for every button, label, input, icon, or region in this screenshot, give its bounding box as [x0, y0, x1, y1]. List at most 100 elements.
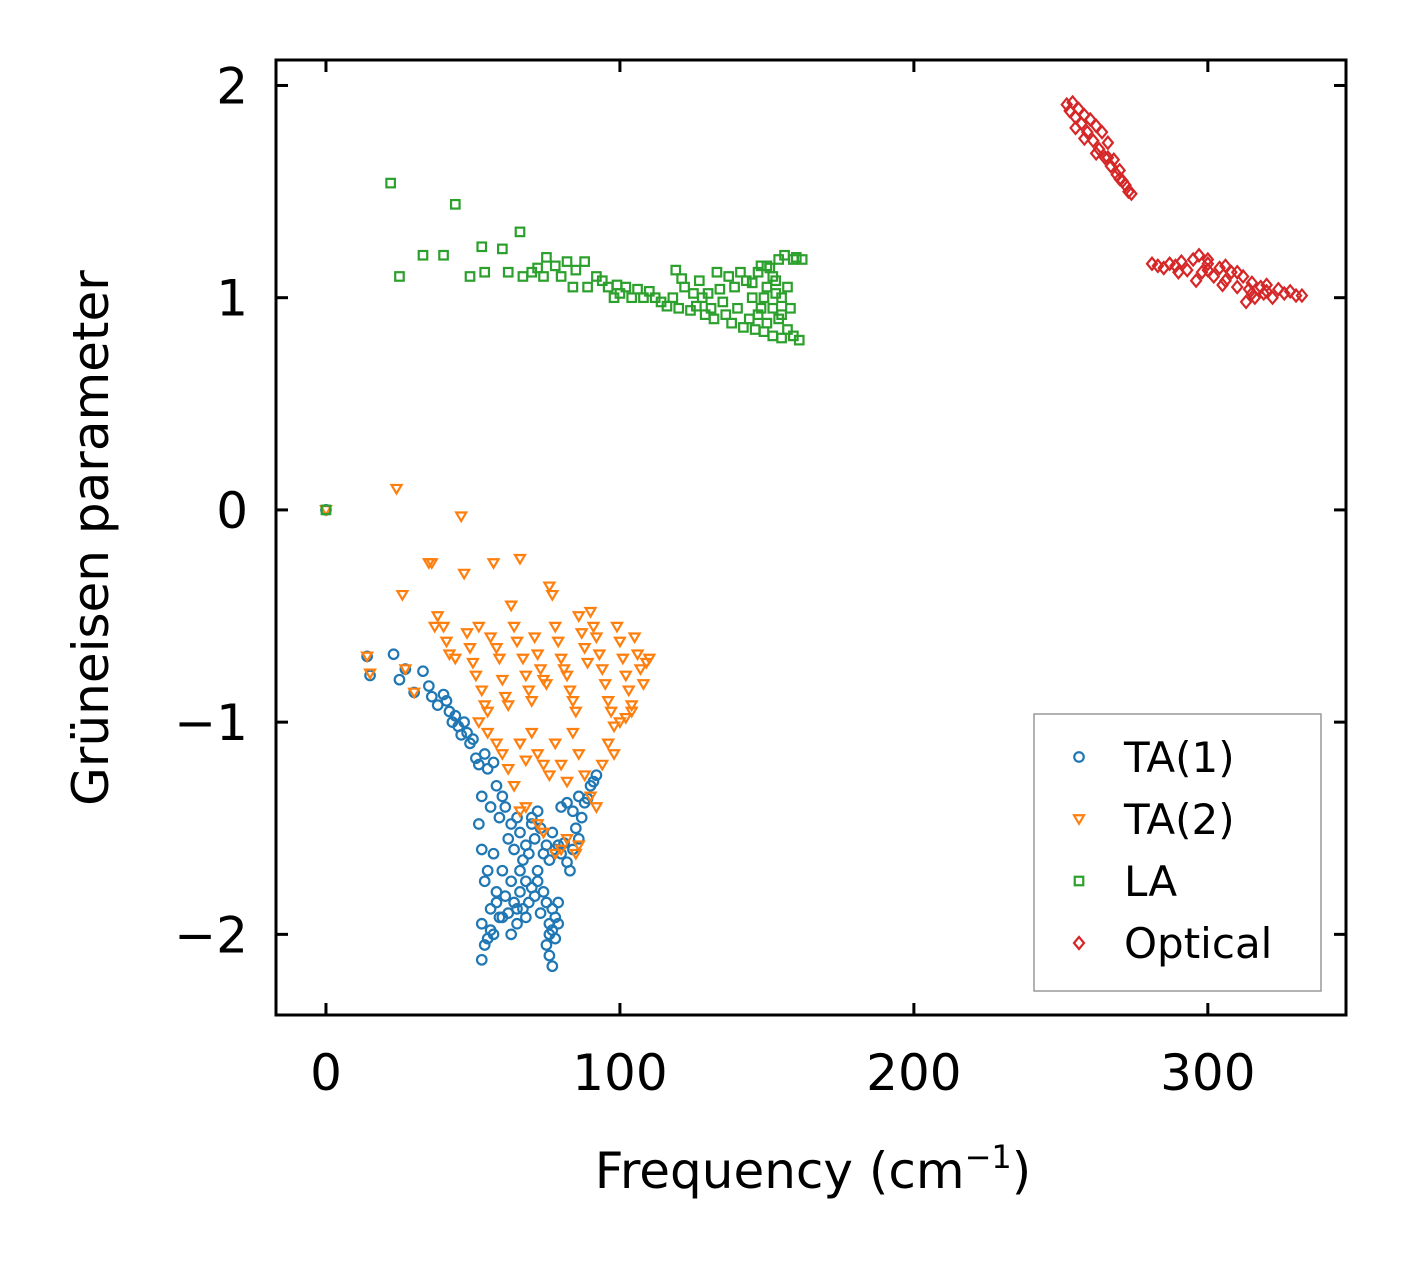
data-point — [513, 553, 527, 566]
data-point — [514, 886, 526, 898]
data-point — [515, 653, 530, 666]
data-point — [560, 834, 574, 846]
data-point — [518, 755, 533, 768]
data-point — [693, 275, 705, 287]
data-point — [476, 241, 488, 253]
data-point — [627, 632, 642, 645]
data-point — [536, 827, 551, 840]
data-point — [580, 657, 595, 670]
data-point — [417, 665, 429, 678]
data-point — [475, 917, 488, 930]
data-point — [439, 636, 454, 649]
y-axis-label: Grüneisen parameter — [62, 270, 120, 806]
data-point — [755, 302, 767, 314]
data-point — [502, 833, 515, 845]
y-tick-label: −2 — [174, 906, 248, 964]
data-point — [431, 699, 444, 712]
data-point — [464, 271, 476, 282]
data-point — [633, 664, 648, 676]
data-point — [1189, 272, 1203, 289]
data-point — [471, 717, 486, 730]
data-point — [624, 706, 639, 719]
data-point — [530, 749, 545, 761]
data-point — [552, 896, 565, 909]
data-point — [543, 949, 556, 962]
data-point — [782, 281, 793, 293]
data-point — [430, 611, 445, 623]
data-point — [520, 911, 532, 924]
data-point — [595, 759, 610, 772]
data-point — [673, 302, 685, 314]
data-point — [536, 759, 551, 772]
data-point — [595, 664, 610, 676]
data-point — [495, 674, 510, 687]
x-tick-label: 100 — [572, 1044, 667, 1102]
legend-label: TA(2) — [1123, 795, 1235, 844]
data-point — [1077, 107, 1091, 123]
data-point — [1195, 264, 1209, 280]
data-point — [1101, 149, 1115, 166]
data-point — [1101, 135, 1115, 151]
data-point — [395, 589, 410, 602]
data-point — [545, 589, 560, 602]
data-point — [498, 691, 513, 704]
data-point — [479, 266, 491, 278]
data-point — [531, 864, 544, 877]
data-point — [1180, 262, 1194, 278]
data-point — [740, 275, 752, 287]
data-point — [513, 738, 527, 751]
data-point — [555, 271, 567, 282]
data-point — [394, 271, 405, 282]
data-point — [517, 854, 529, 866]
data-point — [524, 696, 539, 708]
legend-label: LA — [1124, 857, 1177, 906]
data-point — [767, 302, 779, 314]
data-point — [360, 651, 375, 664]
data-point — [495, 749, 510, 761]
data-point — [749, 324, 761, 335]
data-point — [478, 748, 491, 760]
data-point — [1201, 262, 1215, 278]
data-point — [563, 685, 577, 698]
data-point — [510, 636, 524, 649]
data-point — [607, 721, 621, 734]
data-point — [676, 273, 688, 284]
data-point — [514, 864, 526, 877]
data-point — [551, 636, 566, 649]
data-point — [496, 911, 509, 924]
data-point — [790, 252, 802, 263]
data-point — [1213, 260, 1227, 276]
data-point — [735, 266, 746, 278]
data-point — [548, 848, 563, 861]
data-point — [484, 801, 497, 813]
data-point — [492, 653, 507, 666]
data-point — [522, 896, 535, 909]
data-point — [561, 256, 573, 267]
data-point — [569, 822, 582, 835]
data-point — [537, 886, 550, 898]
data-point — [524, 727, 539, 740]
data-point — [389, 483, 404, 496]
data-point — [723, 271, 735, 282]
data-point — [471, 621, 486, 634]
legend-label: Optical — [1124, 919, 1272, 968]
data-point — [752, 309, 764, 321]
data-point — [501, 700, 516, 713]
data-point — [528, 890, 541, 903]
y-tick-label: 0 — [216, 482, 248, 540]
data-point — [583, 791, 598, 804]
data-point — [496, 243, 508, 255]
data-point — [708, 313, 720, 325]
data-point — [517, 271, 529, 282]
data-point — [548, 621, 563, 634]
data-point — [1089, 145, 1103, 162]
data-point — [643, 285, 655, 297]
data-point — [454, 511, 469, 524]
data-point — [1095, 124, 1109, 140]
data-point — [540, 896, 553, 909]
data-point — [1260, 277, 1274, 293]
data-point — [761, 281, 773, 293]
data-point — [560, 670, 574, 683]
data-point — [483, 632, 498, 645]
data-point — [407, 687, 422, 700]
